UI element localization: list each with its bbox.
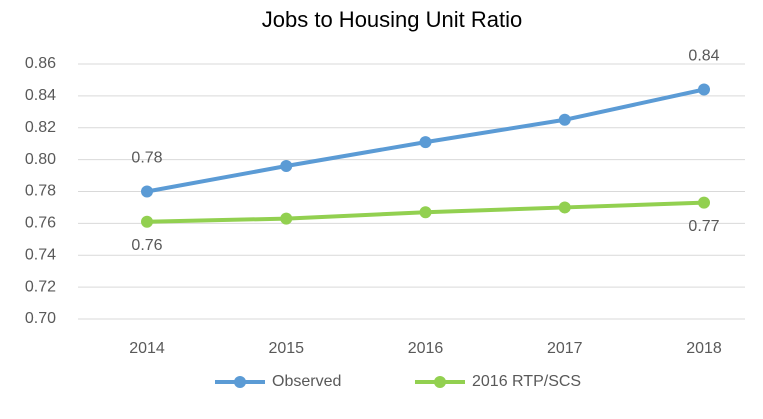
x-tick-label: 2017 [547, 340, 583, 357]
point [419, 136, 432, 149]
y-tick-label: 0.80 [25, 151, 56, 168]
y-tick-label: 0.84 [25, 87, 56, 104]
y-tick-label: 0.86 [25, 55, 56, 72]
point [280, 212, 293, 225]
point [698, 83, 710, 96]
x-tick-label: 2015 [268, 340, 304, 357]
legend-label: Observed [272, 373, 341, 390]
y-tick-label: 0.82 [25, 119, 56, 136]
x-tick-label: 2014 [129, 340, 165, 357]
x-tick-label: 2018 [686, 340, 722, 357]
point [698, 196, 710, 209]
x-tick-label: 2016 [408, 340, 444, 357]
y-tick-label: 0.70 [25, 310, 56, 327]
y-tick-label: 0.78 [25, 183, 56, 200]
data-label: 0.76 [131, 237, 162, 254]
legend-marker [434, 376, 446, 388]
legend-marker [234, 376, 246, 388]
data-label: 0.84 [688, 48, 719, 65]
point [141, 185, 153, 198]
point [280, 160, 293, 172]
data-label: 0.78 [131, 150, 162, 167]
point [141, 215, 153, 228]
y-tick-label: 0.72 [25, 278, 56, 295]
point [558, 201, 571, 214]
point [558, 113, 571, 126]
y-tick-label: 0.74 [25, 246, 56, 263]
point [419, 206, 432, 219]
chart-title: Jobs to Housing Unit Ratio [262, 7, 522, 32]
y-tick-label: 0.76 [25, 215, 56, 232]
data-label: 0.77 [688, 218, 719, 235]
legend-label: 2016 RTP/SCS [472, 373, 581, 390]
